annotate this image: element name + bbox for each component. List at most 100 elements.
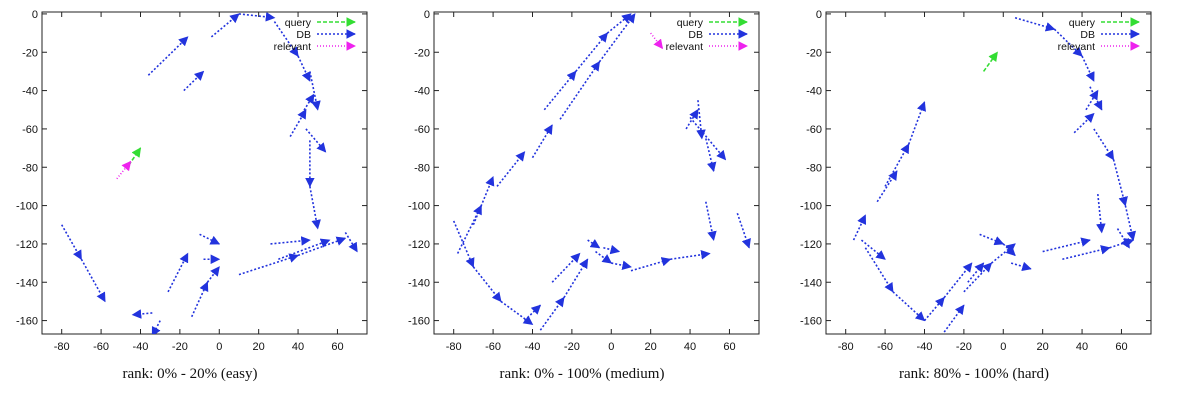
vector-db [1081, 55, 1095, 82]
y-tick-label: -160 [408, 316, 430, 328]
legend-label-query: query [677, 17, 704, 29]
vector-db [131, 309, 153, 319]
vector-db [575, 32, 608, 72]
vector-db [496, 151, 526, 187]
vector-segments [452, 13, 751, 331]
vector-db [531, 124, 553, 159]
legend-label-DB: DB [1080, 29, 1095, 41]
vector-db [884, 143, 910, 187]
x-tick-label: -80 [446, 341, 462, 353]
y-tick-label: -60 [22, 124, 38, 136]
x-tick-label: 0 [608, 341, 614, 353]
x-tick-label: -20 [564, 341, 580, 353]
y-tick-label: -20 [414, 47, 430, 59]
vector-db [1112, 159, 1128, 207]
y-tick-label: -140 [408, 277, 430, 289]
y-tick-label: -160 [16, 316, 38, 328]
y-tick-label: -60 [414, 124, 430, 136]
vector-db [598, 13, 636, 63]
vector-db [559, 61, 601, 120]
vector-db [603, 244, 621, 255]
x-tick-label: 60 [1115, 341, 1127, 353]
vector-query [982, 51, 999, 72]
vector-segments [61, 12, 358, 334]
x-tick-label: 60 [331, 341, 343, 353]
y-tick-label: 0 [424, 9, 430, 21]
vector-db [876, 170, 898, 203]
chart-svg-hard: -80 -60 -40 -20 0 20 40 60 0 -20 -40 -60 -80 -100 -120… [800, 9, 1152, 353]
y-tick-label: -40 [806, 86, 822, 98]
vector-db [472, 175, 495, 226]
y-tick-label: -120 [16, 239, 38, 251]
chart-panel-hard: -80 -60 -40 -20 0 20 40 60 0 -20 -40 -60 -80 -100 -120… [784, 0, 1164, 410]
vector-db [923, 296, 945, 322]
legend-label-query: query [1069, 17, 1096, 29]
vector-db [500, 300, 534, 326]
x-tick-label: 0 [1000, 341, 1006, 353]
legend-label-query: query [285, 17, 312, 29]
x-tick-label: -20 [956, 341, 972, 353]
vector-db [61, 224, 83, 261]
vector-db [147, 36, 189, 76]
y-tick-label: -120 [408, 239, 430, 251]
chart-panel-medium: -80 -60 -40 -20 0 20 40 60 0 -20 -40 -60 -80 -100 -120… [392, 0, 772, 410]
vector-db [551, 252, 581, 283]
x-tick-label: 20 [253, 341, 265, 353]
x-tick-label: 20 [645, 341, 657, 353]
vector-db [1053, 28, 1083, 57]
chart-panel-easy: -80 -60 -40 -20 0 20 40 60 0 -20 -40 -60 -80 -100 -120… [0, 0, 380, 410]
vector-db [309, 71, 321, 111]
y-tick-label: -140 [16, 277, 38, 289]
vector-db [563, 258, 589, 299]
vector-db [705, 201, 717, 242]
x-tick-label: 20 [1037, 341, 1049, 353]
y-tick-label: 0 [816, 9, 822, 21]
vector-db [539, 296, 565, 331]
legend-label-relevant: relevant [666, 41, 703, 53]
x-tick-label: 40 [684, 341, 696, 353]
vector-db [736, 212, 751, 249]
y-tick-label: -80 [414, 162, 430, 174]
x-tick-label: -80 [838, 341, 854, 353]
vector-db [167, 252, 189, 293]
vector-db [301, 93, 315, 115]
vector-db [967, 262, 985, 283]
vector-db [297, 55, 311, 82]
vector-db [210, 13, 240, 38]
chart-svg-easy: -80 -60 -40 -20 0 20 40 60 0 -20 -40 -60 -80 -100 -120… [16, 9, 368, 353]
x-tick-label: -60 [877, 341, 893, 353]
x-tick-label: -40 [133, 341, 149, 353]
vector-db [151, 320, 161, 334]
y-tick-label: -100 [800, 201, 822, 213]
vector-db [543, 70, 577, 111]
plot-frame [825, 11, 1152, 335]
vector-db [270, 236, 311, 246]
vector-db [278, 238, 331, 260]
y-tick-label: -120 [800, 239, 822, 251]
vector-db [238, 253, 299, 276]
vector-db [472, 266, 502, 303]
vector-db [452, 220, 475, 268]
vector-db [273, 21, 299, 57]
x-tick-label: -20 [172, 341, 188, 353]
y-tick-label: -160 [800, 316, 822, 328]
vector-db [206, 266, 220, 283]
vector-db [297, 236, 347, 257]
vector-db [864, 247, 894, 293]
vector-db [1096, 194, 1106, 234]
vector-db [685, 108, 699, 130]
legend-label-DB: DB [688, 29, 703, 41]
x-tick-label: -40 [525, 341, 541, 353]
legend-label-relevant: relevant [274, 41, 311, 53]
vector-db [1073, 112, 1095, 134]
vector-db [183, 70, 205, 92]
chart-caption-medium: rank: 0% - 100% (medium) [499, 366, 665, 382]
vector-db [1109, 238, 1135, 249]
vector-db [524, 304, 542, 322]
vector-db [309, 186, 321, 230]
vector-db [238, 12, 276, 22]
y-tick-label: -100 [408, 201, 430, 213]
vector-db [1010, 261, 1032, 272]
y-tick-label: -20 [806, 47, 822, 59]
